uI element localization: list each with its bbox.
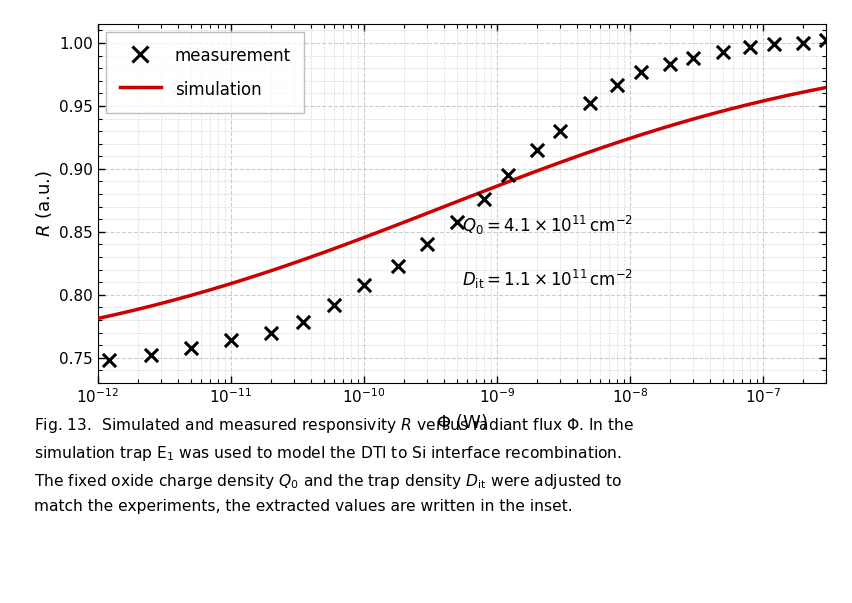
Point bbox=[477, 194, 491, 204]
Point bbox=[224, 335, 238, 345]
Text: $D_{\mathrm{it}} = 1.1 \times 10^{11}\,\mathrm{cm}^{-2}$: $D_{\mathrm{it}} = 1.1 \times 10^{11}\,\… bbox=[462, 268, 633, 291]
Text: $Q_0 = 4.1 \times 10^{11}\,\mathrm{cm}^{-2}$: $Q_0 = 4.1 \times 10^{11}\,\mathrm{cm}^{… bbox=[462, 214, 633, 237]
Point bbox=[184, 343, 198, 353]
Point bbox=[264, 327, 278, 337]
Point bbox=[144, 350, 158, 360]
Point bbox=[421, 239, 435, 249]
Y-axis label: $R$ (a.u.): $R$ (a.u.) bbox=[34, 170, 54, 237]
Point bbox=[391, 261, 405, 271]
Point bbox=[328, 300, 342, 310]
Point bbox=[610, 80, 624, 89]
Point bbox=[583, 99, 596, 109]
Point bbox=[357, 280, 371, 289]
Point bbox=[663, 60, 676, 69]
Point bbox=[450, 217, 463, 227]
Legend: measurement, simulation: measurement, simulation bbox=[106, 33, 304, 113]
Point bbox=[820, 36, 833, 45]
Point bbox=[501, 171, 515, 180]
Point bbox=[296, 318, 310, 327]
Point bbox=[797, 38, 810, 48]
Point bbox=[743, 42, 757, 52]
Point bbox=[101, 355, 115, 365]
Point bbox=[717, 47, 730, 57]
Point bbox=[554, 126, 567, 136]
Text: Fig. 13.  Simulated and measured responsivity $R$ versus radiant flux $\Phi$. In: Fig. 13. Simulated and measured responsi… bbox=[34, 416, 635, 514]
Point bbox=[767, 39, 780, 49]
Point bbox=[530, 145, 544, 155]
Point bbox=[634, 67, 648, 77]
X-axis label: $\Phi$ (W): $\Phi$ (W) bbox=[436, 412, 488, 432]
Point bbox=[687, 53, 700, 63]
